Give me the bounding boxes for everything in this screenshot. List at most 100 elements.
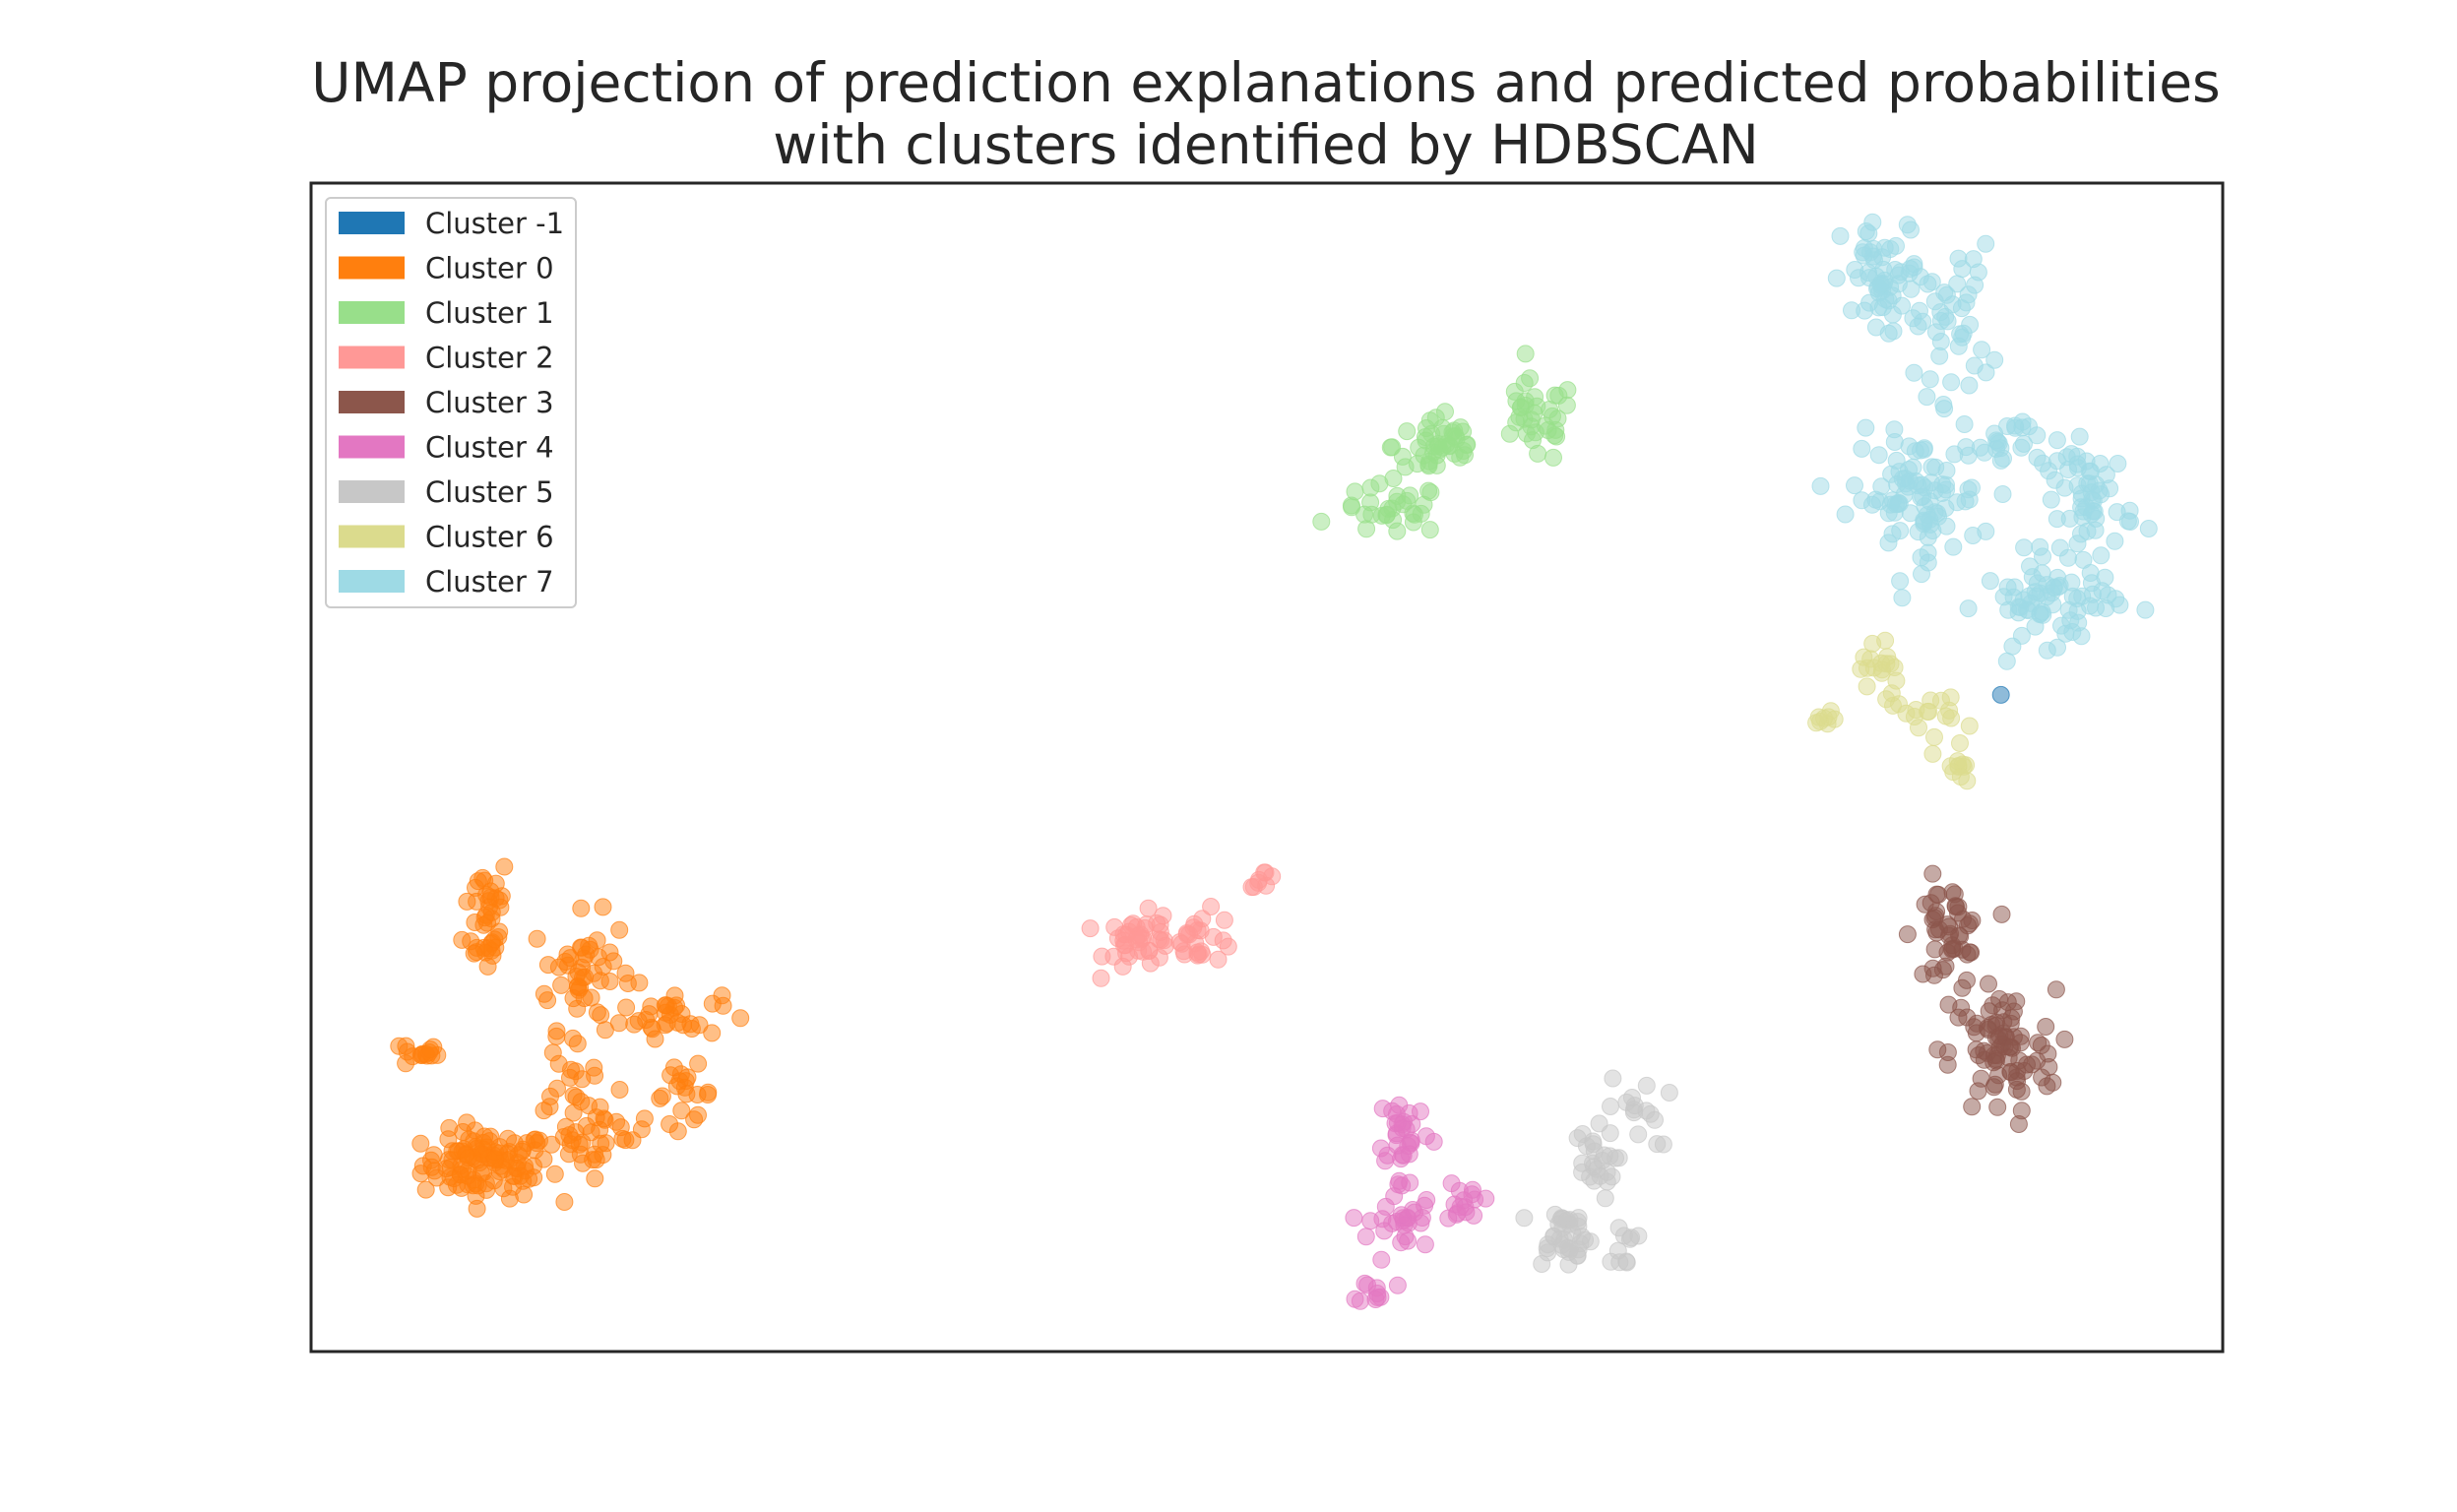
data-point: [2059, 600, 2078, 619]
data-point: [1602, 1098, 1619, 1115]
data-point: [481, 882, 500, 901]
data-point: [1953, 978, 1972, 997]
data-point: [520, 1169, 538, 1188]
data-point: [1177, 925, 1196, 944]
data-point: [1877, 655, 1896, 673]
data-point: [469, 1176, 487, 1195]
data-point: [1418, 1191, 1436, 1209]
data-point: [1412, 504, 1430, 523]
data-point: [1925, 940, 1944, 959]
data-point: [549, 1054, 568, 1073]
series-cluster-3: [1898, 864, 2074, 1133]
data-point: [567, 1088, 586, 1106]
data-point: [2092, 546, 2110, 565]
data-point: [421, 1040, 440, 1059]
data-point: [1456, 1198, 1475, 1217]
data-point: [1948, 275, 1967, 293]
data-point: [1923, 959, 1942, 977]
data-point: [646, 1030, 664, 1048]
data-point: [651, 1089, 669, 1107]
data-point: [1400, 1145, 1418, 1164]
data-point: [1388, 522, 1407, 540]
data-point: [1988, 1098, 2007, 1116]
data-point: [2097, 466, 2115, 484]
data-point: [1906, 442, 1924, 461]
data-point: [1960, 376, 1979, 395]
data-point: [2084, 502, 2103, 521]
data-point: [1898, 925, 1917, 944]
series-cluster-0: [390, 857, 750, 1218]
data-point: [610, 1081, 629, 1099]
data-point: [2020, 417, 2038, 436]
data-point: [1909, 476, 1927, 495]
data-point: [1622, 1228, 1641, 1247]
data-point: [1919, 703, 1937, 721]
data-point: [1388, 1276, 1407, 1294]
data-point: [1345, 1209, 1363, 1228]
data-point: [1977, 234, 1995, 253]
data-point: [672, 1102, 691, 1120]
data-point: [703, 1024, 722, 1042]
data-point: [2106, 532, 2124, 550]
data-point: [1843, 301, 1860, 320]
data-point: [1355, 505, 1374, 524]
data-point: [1381, 438, 1400, 457]
legend-swatch: [339, 525, 405, 548]
data-point: [1942, 373, 1961, 392]
data-point: [1935, 284, 1954, 302]
data-point: [1342, 496, 1360, 515]
data-point: [1610, 1253, 1629, 1272]
data-point: [1966, 276, 1984, 294]
data-point: [682, 1020, 701, 1038]
data-point: [2009, 603, 2028, 622]
data-point: [564, 989, 583, 1008]
data-point: [618, 975, 637, 992]
data-point: [2108, 503, 2126, 522]
data-point: [1376, 1197, 1395, 1216]
series-cluster-minus-1: [1991, 685, 2010, 704]
data-point: [1256, 863, 1275, 882]
data-point: [482, 903, 501, 921]
data-point: [1477, 1189, 1495, 1208]
data-point: [2028, 448, 2047, 467]
data-point: [485, 930, 504, 949]
data-point: [1524, 431, 1542, 450]
data-point: [1416, 428, 1434, 446]
legend-label: Cluster 5: [425, 475, 554, 509]
data-point: [731, 1009, 750, 1028]
data-point: [1853, 439, 1871, 458]
data-point: [1209, 950, 1228, 969]
data-point: [1215, 911, 1233, 929]
data-point: [1528, 397, 1546, 415]
data-point: [609, 1014, 628, 1033]
data-point: [1507, 413, 1526, 432]
data-point: [1926, 323, 1945, 342]
data-point: [1999, 1048, 2018, 1067]
data-point: [1981, 572, 1999, 591]
data-point: [1388, 1113, 1407, 1132]
data-point: [1825, 710, 1844, 728]
data-point: [1539, 421, 1557, 439]
data-point: [1516, 345, 1535, 363]
data-point: [1923, 864, 1942, 883]
data-point: [552, 976, 571, 994]
data-point: [1863, 634, 1882, 653]
data-point: [440, 1118, 459, 1137]
data-point: [1836, 505, 1855, 524]
data-point: [1515, 1209, 1534, 1228]
data-point: [1963, 1098, 1982, 1116]
data-point: [1998, 578, 2017, 597]
data-point: [1569, 1240, 1588, 1259]
data-point: [713, 986, 731, 1005]
data-point: [1134, 929, 1152, 948]
data-point: [1573, 1154, 1592, 1172]
data-point: [689, 1054, 708, 1073]
data-point: [535, 984, 553, 1003]
data-point: [1991, 685, 2010, 704]
data-point: [2038, 641, 2056, 660]
data-point: [469, 872, 487, 891]
data-point: [1617, 1093, 1636, 1111]
data-point: [1456, 446, 1474, 465]
data-point: [1887, 671, 1906, 690]
